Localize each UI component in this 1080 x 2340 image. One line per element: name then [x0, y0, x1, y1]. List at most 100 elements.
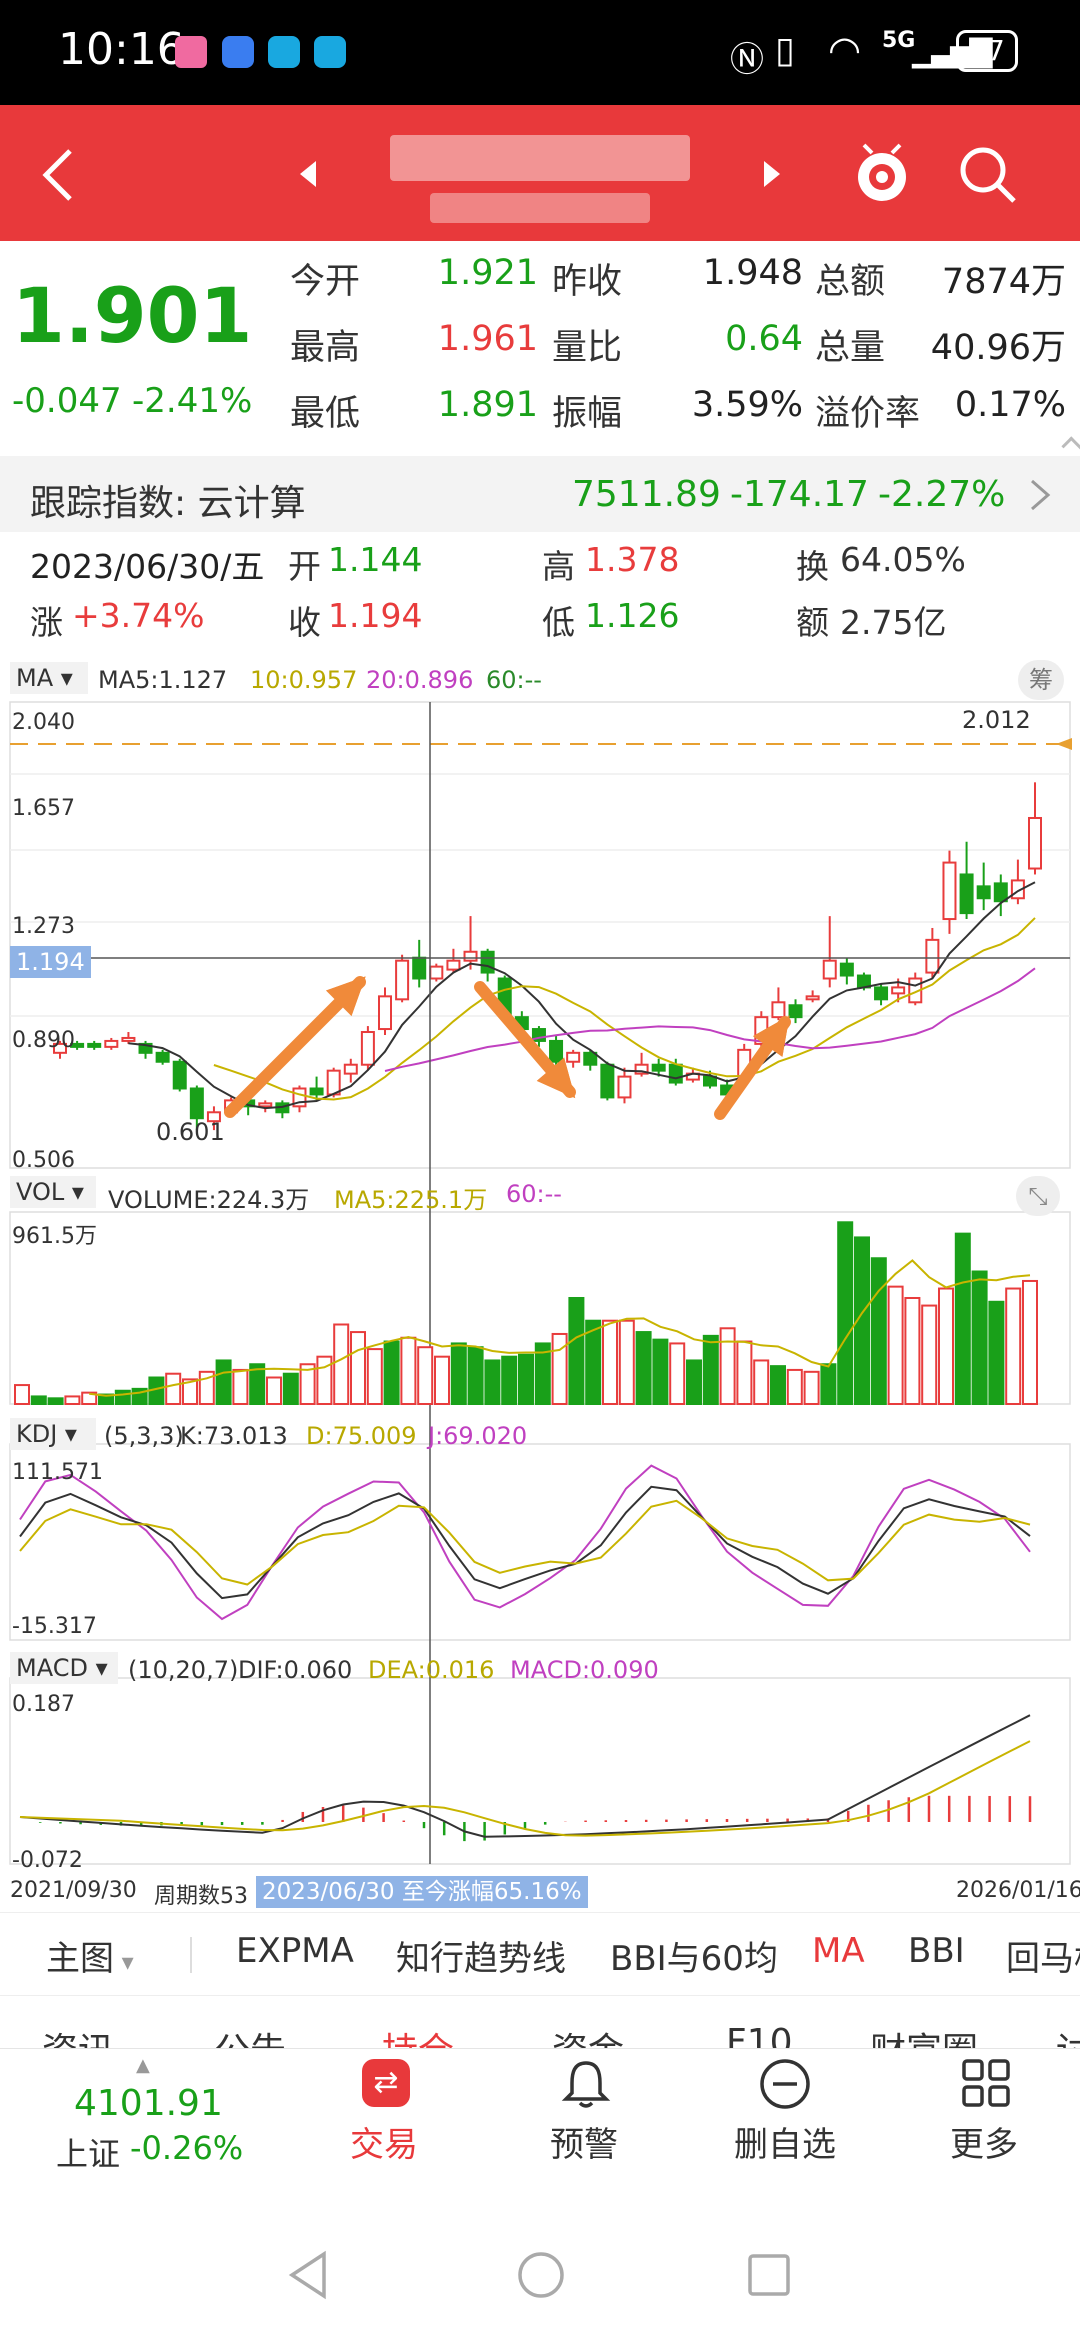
tab-expma[interactable]: EXPMA: [236, 1931, 354, 1971]
robot-assistant-icon[interactable]: [850, 141, 914, 205]
tab-discussion[interactable]: 讨论: [1056, 2022, 1080, 2048]
candle: [378, 995, 392, 1031]
indicator-select-kdj[interactable]: KDJ ▾: [10, 1418, 96, 1450]
app-notification-icon: [175, 36, 207, 68]
wifi-icon: ◠: [828, 28, 862, 72]
alert-button[interactable]: 预警: [520, 2049, 650, 2169]
kdj-j-value: J:69.020: [428, 1422, 528, 1450]
telegram-notification-icon: [314, 36, 346, 68]
vol-selector-label: VOL: [16, 1178, 65, 1206]
volume-bar: [568, 1296, 585, 1405]
range-gain-tag: 2023/06/30 至今涨幅65.16%: [256, 1876, 588, 1908]
candle: [87, 1042, 102, 1048]
volume-bar: [366, 1348, 383, 1406]
candle: [891, 986, 906, 995]
tab-bbi-60[interactable]: BBI与60均: [610, 1939, 778, 1979]
search-icon[interactable]: [956, 143, 1020, 207]
trade-button[interactable]: ⇄ 交易: [320, 2049, 450, 2169]
kline-svg[interactable]: [0, 652, 1080, 1912]
volume-bar: [400, 1336, 417, 1405]
volume-bar: [669, 1342, 686, 1405]
expand-icon[interactable]: ⤡: [1016, 1176, 1060, 1216]
volume-max-label: 961.5万: [12, 1224, 97, 1249]
remove-watchlist-button[interactable]: 删自选: [710, 2049, 860, 2169]
quote-label: 量比: [552, 328, 623, 368]
quote-value: 1.921: [437, 253, 538, 293]
nav-back-icon[interactable]: [286, 2250, 330, 2300]
quote-value: 1.891: [437, 385, 538, 425]
tracking-index-row[interactable]: 跟踪指数: 云计算 7511.89 -174.17 -2.27%: [0, 456, 1080, 532]
candle: [53, 1042, 67, 1054]
tab-main-chart[interactable]: 主图 ▾: [46, 1931, 134, 1980]
tab-bbi[interactable]: BBI: [908, 1931, 965, 1971]
candle: [531, 1028, 546, 1042]
status-bar: 10:16 Ⓝ ▯ ◠ 5G ▁▃▅▇ 57: [0, 0, 1080, 105]
candle: [446, 959, 461, 971]
tab-wealth-circle[interactable]: 财富圈: [870, 2022, 978, 2048]
index-ticker[interactable]: ▲ 4101.91 上证 -0.26%: [20, 2049, 270, 2173]
macd-dea-value: DEA:0.016: [368, 1656, 495, 1684]
quote-value: 7874万: [941, 262, 1066, 302]
more-label: 更多: [950, 2125, 1018, 2165]
back-icon[interactable]: [38, 145, 78, 205]
indicator-select-ma[interactable]: MA ▾: [10, 662, 88, 694]
candle: [976, 885, 991, 900]
kline-chart-area[interactable]: MA ▾ MA5:1.127 10:0.957 20:0.896 60:-- 筹…: [0, 652, 1080, 1912]
candle: [463, 950, 478, 962]
kdj-k-line: [19, 1485, 1031, 1600]
turnover-value: 64.05%: [840, 540, 966, 579]
candle: [651, 1063, 666, 1072]
volume-bar: [803, 1370, 820, 1405]
tab-news[interactable]: 资讯: [42, 2022, 114, 2048]
indicator-select-macd[interactable]: MACD ▾: [10, 1652, 118, 1684]
index-name: 上证: [56, 2135, 121, 2173]
volume-bar: [635, 1331, 652, 1406]
nav-recents-icon[interactable]: [746, 2252, 792, 2298]
chip-distribution-button[interactable]: 筹: [1018, 660, 1064, 700]
volume-bar: [602, 1319, 618, 1405]
tab-f10[interactable]: F10: [726, 2022, 793, 2048]
bulb-notification-icon: [222, 36, 254, 68]
uptrend-arrow-tip: [752, 1015, 790, 1057]
tab-huimaqiang[interactable]: 回马枪: [1006, 1939, 1080, 1979]
panel-frame: [9, 1677, 1071, 1865]
volume-bar: [786, 1368, 803, 1405]
candle: [189, 1087, 204, 1120]
macd-selector-label: MACD: [16, 1654, 88, 1682]
candle: [942, 861, 957, 921]
cursor-date: 2023/06/30/五: [30, 547, 265, 586]
quote-label: 最低: [290, 394, 361, 434]
period-count: 周期数53: [154, 1884, 248, 1909]
kdj-j-line: [19, 1464, 1031, 1621]
volume-bar: [551, 1332, 568, 1406]
quote-label: 溢价率: [815, 394, 921, 434]
volume-bar: [736, 1340, 753, 1405]
quote-value: 3.59%: [691, 385, 803, 425]
candle: [395, 959, 410, 1001]
nav-home-icon[interactable]: [516, 2250, 566, 2300]
candle: [566, 1051, 581, 1063]
candle: [309, 1087, 324, 1096]
volume-bar: [14, 1384, 30, 1405]
tab-holdings[interactable]: 持仓: [382, 2022, 454, 2048]
volume-bar: [350, 1331, 366, 1406]
tab-capital[interactable]: 资金: [552, 2022, 624, 2048]
volume-bar: [434, 1355, 450, 1405]
axis-end-date: 2026/01/16: [956, 1878, 1080, 1903]
candle: [703, 1075, 717, 1087]
tab-announcement[interactable]: 公告: [214, 2022, 286, 2048]
indicator-select-vol[interactable]: VOL ▾: [10, 1176, 96, 1208]
volume-bar: [64, 1395, 81, 1405]
candle: [788, 1004, 803, 1019]
max-price-label: 2.012: [962, 706, 1031, 734]
index-pct: -0.26%: [130, 2129, 244, 2167]
volume-bar: [47, 1397, 64, 1405]
tab-ma[interactable]: MA: [812, 1931, 865, 1971]
tracking-index-pct: -2.27%: [878, 474, 1006, 515]
prev-stock-icon[interactable]: [296, 159, 320, 189]
more-button[interactable]: 更多: [920, 2049, 1050, 2169]
volume-bar: [1022, 1279, 1038, 1405]
next-stock-icon[interactable]: [760, 159, 784, 189]
macd-params: (10,20,7): [128, 1656, 239, 1684]
tab-trend-line[interactable]: 知行趋势线: [396, 1939, 566, 1979]
